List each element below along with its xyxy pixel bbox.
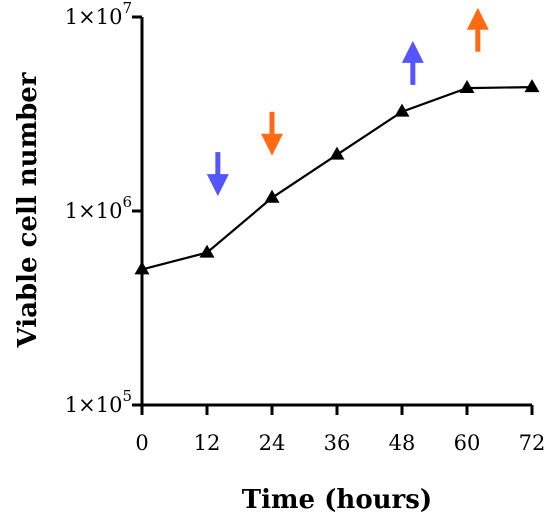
y-tick-exponent: 6	[122, 193, 132, 211]
series-layer	[134, 79, 540, 275]
series-line	[141, 86, 533, 271]
x-tick-label: 48	[389, 431, 416, 455]
data-point-triangle	[199, 244, 215, 258]
axes	[140, 17, 532, 407]
y-tick-label: 1×107	[65, 0, 132, 29]
data-point-triangle	[134, 261, 150, 275]
x-tick-label: 60	[454, 431, 481, 455]
data-point-triangle	[394, 103, 410, 117]
arrow-shaft	[215, 152, 221, 177]
y-tick-exponent: 7	[122, 0, 132, 17]
arrow-shaft	[269, 111, 275, 136]
down-arrow-annotation	[261, 111, 283, 156]
x-tick-label: 72	[519, 431, 546, 455]
y-tick-base: 1×10	[65, 393, 123, 417]
arrow-annotations	[206, 7, 489, 197]
y-axis-title: Viable cell number	[13, 72, 43, 348]
data-point-triangle	[524, 79, 540, 93]
data-point-triangle	[329, 146, 345, 160]
arrow-head	[466, 7, 489, 30]
x-axis-title: Time (hours)	[242, 485, 432, 515]
data-point-triangle	[459, 80, 475, 94]
arrow-head	[261, 133, 283, 156]
down-arrow-annotation	[206, 152, 229, 197]
y-tick-base: 1×10	[65, 5, 123, 29]
y-tick-label: 1×105	[65, 387, 132, 417]
arrow-head	[401, 40, 424, 63]
arrow-head	[206, 174, 229, 197]
x-tick-label: 36	[324, 431, 351, 455]
y-tick-base: 1×10	[65, 199, 123, 223]
up-arrow-annotation	[401, 40, 424, 85]
arrow-shaft	[410, 60, 416, 85]
y-tick-exponent: 5	[122, 387, 132, 405]
x-tick-label: 0	[135, 431, 148, 455]
x-tick-label: 12	[194, 431, 221, 455]
y-tick-label: 1×106	[65, 193, 132, 223]
x-tick-label: 24	[259, 431, 286, 455]
arrow-shaft	[475, 27, 481, 52]
data-point-triangle	[264, 189, 280, 203]
x-ticks: 0 12 24 36 48 60 72	[135, 405, 545, 455]
up-arrow-annotation	[466, 7, 489, 52]
